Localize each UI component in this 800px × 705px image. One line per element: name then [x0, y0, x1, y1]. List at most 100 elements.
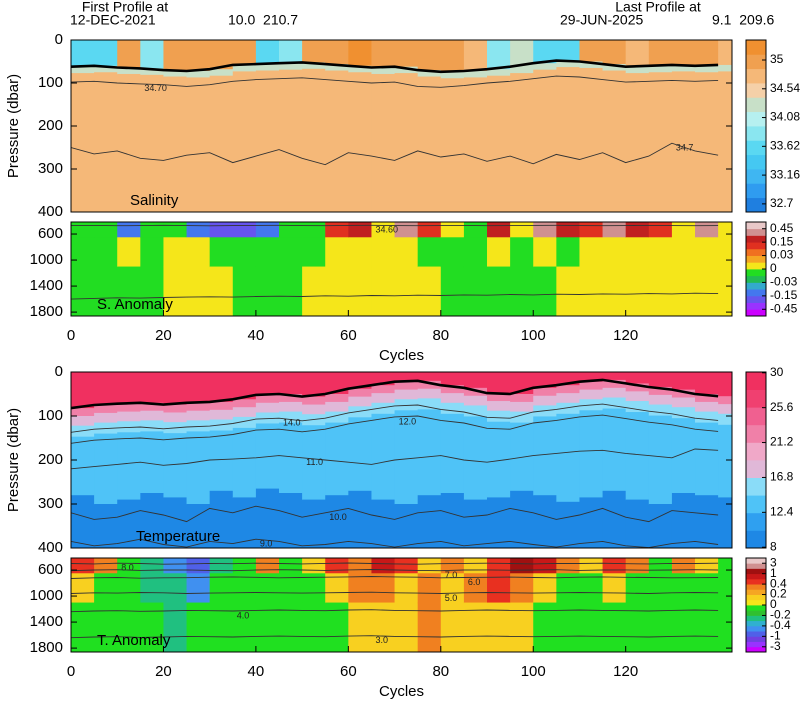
colorbar-tick-label: 34.08	[770, 110, 800, 124]
field-cell	[417, 558, 442, 574]
field-cell	[140, 558, 165, 574]
field-cell	[602, 266, 627, 316]
contour-label: 34.70	[144, 83, 167, 93]
field-cell	[117, 432, 141, 501]
field-cell	[302, 396, 326, 406]
field-cell	[718, 558, 732, 574]
field-cell	[533, 237, 557, 268]
y-tick-label: 100	[38, 74, 63, 91]
field-cell	[302, 602, 326, 652]
field-cell	[117, 67, 141, 75]
field-cell	[371, 602, 396, 652]
colorbar-band	[746, 309, 766, 317]
field-cell	[325, 602, 349, 652]
colorbar-band	[746, 625, 766, 632]
colorbar-band	[746, 558, 766, 564]
contour-line	[71, 609, 719, 613]
y-tick-label: 400	[38, 539, 63, 556]
field-cell	[718, 237, 732, 268]
field-cell	[348, 396, 373, 407]
field-cell	[371, 558, 396, 574]
field-cell	[140, 237, 165, 268]
field-cell	[602, 387, 627, 399]
field-cell	[163, 497, 188, 548]
panel-frame	[70, 221, 733, 317]
x-axis-label: Cycles	[379, 347, 424, 364]
field-cell	[348, 558, 373, 574]
field: 34.70 34.7	[71, 40, 732, 212]
colorbar-band	[746, 563, 766, 569]
x-tick-label: 120	[613, 663, 638, 680]
field-cell	[463, 387, 488, 397]
field-cell	[325, 411, 349, 424]
field-cell	[718, 413, 732, 426]
field-cell	[463, 40, 488, 72]
field-cell	[648, 573, 673, 604]
field-cell	[417, 409, 442, 496]
field-cell	[718, 424, 732, 498]
colorbar-tick-label: 0.45	[770, 221, 794, 235]
colorbar-band	[746, 40, 766, 55]
field-cell	[117, 266, 141, 316]
contour-label: 34.60	[375, 225, 398, 235]
colorbar-tick-label: 0.03	[770, 248, 794, 262]
field-cell	[94, 266, 118, 316]
field-cell	[510, 573, 534, 604]
field-cell	[625, 266, 650, 316]
field-cell	[463, 573, 488, 604]
field-cell	[186, 266, 211, 316]
field-cell	[463, 237, 488, 268]
field-cell	[579, 266, 604, 316]
field-cell	[648, 372, 673, 388]
colorbar-band	[746, 578, 766, 585]
field-cell	[163, 404, 188, 414]
field-cell	[117, 372, 141, 405]
field-cell	[232, 497, 257, 548]
field-cell	[648, 65, 673, 73]
field-cell	[279, 573, 303, 604]
colorbar-band	[746, 54, 766, 70]
first-profile-label: First Profile at	[82, 0, 168, 15]
field-cell	[533, 602, 557, 652]
colorbar-tick-label: -0.15	[770, 288, 798, 302]
field-cell	[302, 404, 326, 415]
field-cell	[163, 602, 188, 652]
colorbar-band	[746, 605, 766, 611]
field-cell	[487, 401, 511, 412]
field-cell	[71, 602, 95, 652]
field-cell	[533, 63, 557, 71]
y-tick-label: 1000	[30, 587, 63, 604]
field-cell	[487, 75, 511, 212]
contour-label: 9.0	[260, 539, 273, 549]
field-cell	[71, 73, 95, 212]
field-cell	[671, 407, 696, 419]
field-cell	[440, 71, 465, 79]
field-cell	[671, 418, 696, 494]
field-cell	[232, 64, 257, 72]
field-cell	[325, 422, 349, 496]
field-cell	[533, 558, 557, 574]
field-cell	[394, 504, 419, 548]
field-cell	[394, 222, 419, 238]
field-cell	[510, 490, 534, 548]
field-cell	[417, 76, 442, 212]
field-cell	[232, 237, 257, 268]
field-cell	[463, 602, 488, 652]
field-cell	[255, 222, 280, 238]
field-cell	[440, 493, 465, 548]
y-tick-label: 600	[38, 561, 63, 578]
field-cell	[440, 385, 465, 394]
field-cell	[371, 393, 396, 404]
field-cell	[648, 222, 673, 238]
field-cell	[487, 69, 511, 77]
field-cell	[71, 237, 95, 268]
field-cell	[533, 395, 557, 407]
field-cell	[371, 237, 396, 268]
field-cell	[625, 602, 650, 652]
y-tick-label: 1400	[30, 277, 63, 294]
field-cell	[579, 372, 604, 383]
field-cell	[325, 70, 349, 212]
field-cell	[279, 493, 303, 548]
colorbar-band	[746, 584, 766, 590]
